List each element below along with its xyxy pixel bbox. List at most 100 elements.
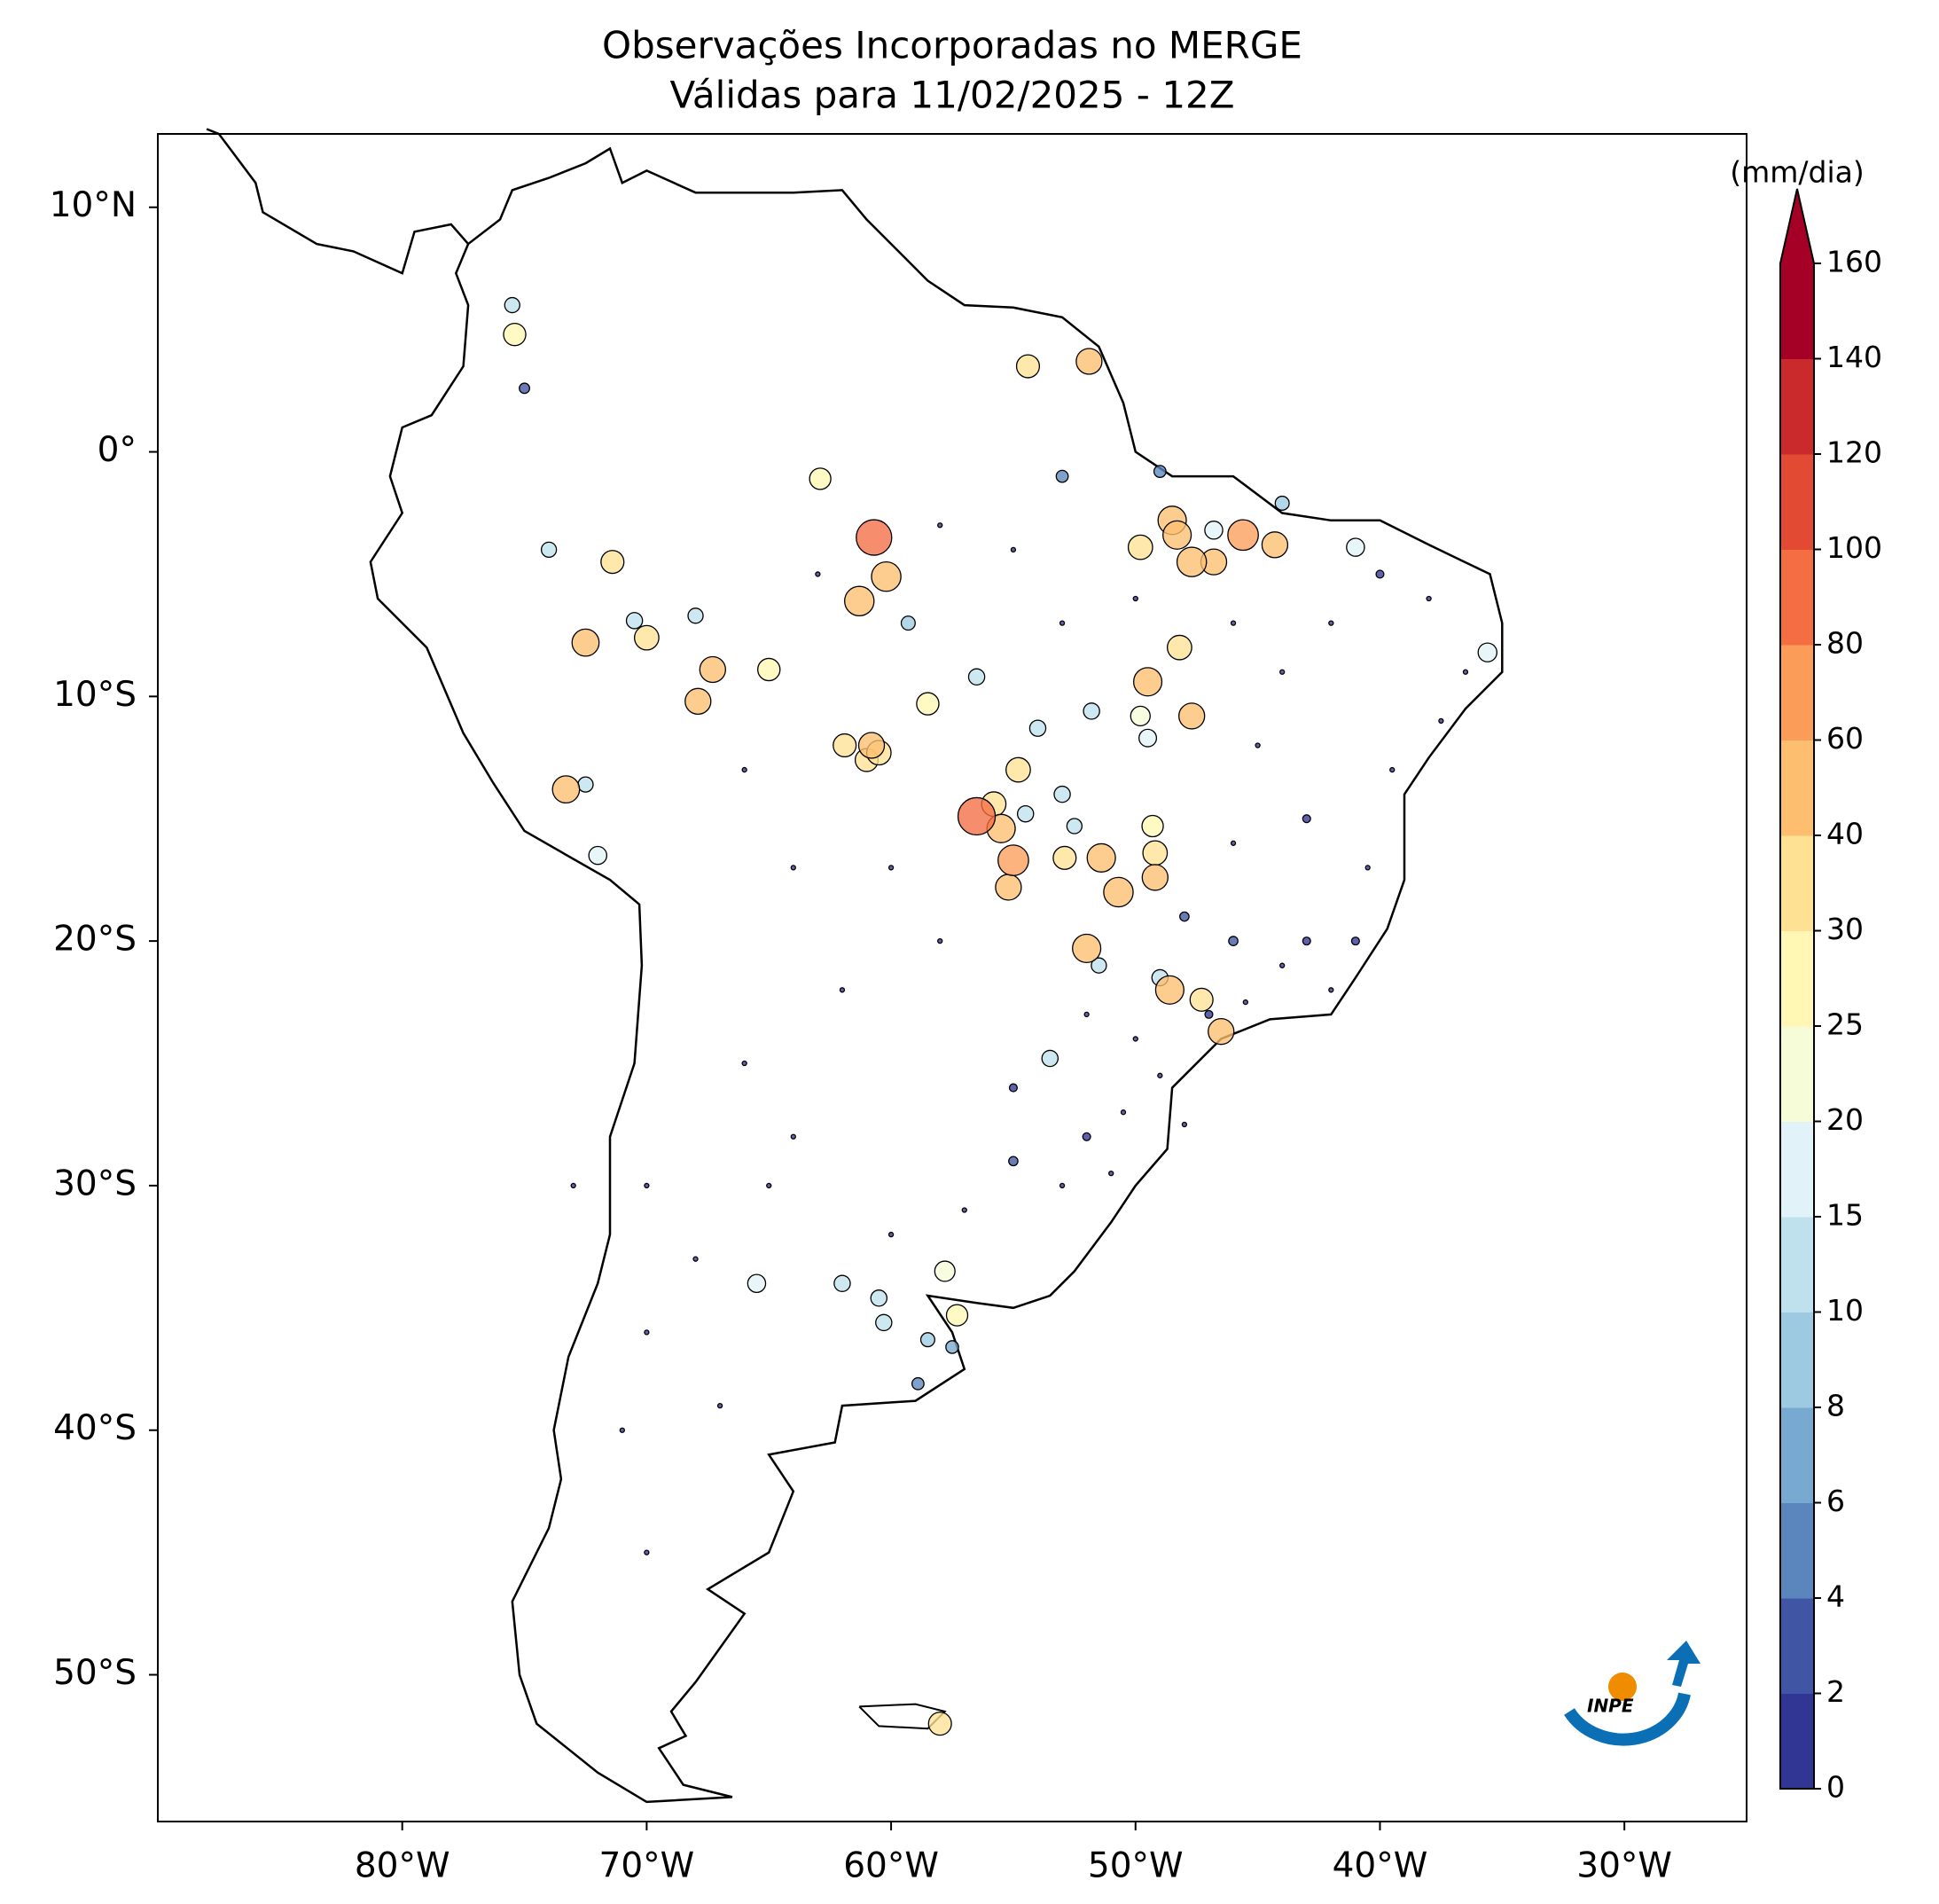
station-point: [1302, 936, 1311, 946]
station-point: [1176, 546, 1208, 577]
colorbar-tick-label: 40: [1826, 817, 1864, 851]
station-point: [1082, 1132, 1091, 1141]
station-point: [551, 775, 581, 804]
station-point: [1130, 705, 1151, 727]
station-point: [790, 1133, 796, 1140]
station-point: [741, 1060, 747, 1067]
station-point: [644, 1182, 650, 1189]
y-tick-label: 10°N: [50, 185, 137, 225]
station-point: [937, 522, 943, 529]
colorbar-tick-label: 60: [1826, 721, 1864, 756]
station-point: [1053, 785, 1071, 803]
station-point: [961, 1207, 967, 1213]
map-title: Observações Incorporadas no MERGE: [602, 24, 1302, 67]
station-point: [687, 607, 704, 624]
station-point: [588, 845, 607, 866]
station-point: [1127, 534, 1153, 560]
colorbar-segment: [1780, 263, 1814, 359]
station-point: [1066, 818, 1083, 834]
station-point: [1154, 975, 1185, 1005]
station-point: [995, 874, 1022, 901]
x-tick-label: 40°W: [1333, 1846, 1428, 1886]
coastline: [206, 128, 1504, 1804]
colorbar-tick-label: 15: [1826, 1198, 1864, 1233]
colorbar-label: (mm/dia): [1730, 155, 1865, 190]
colorbar-segment: [1780, 1026, 1814, 1122]
station-point: [871, 560, 902, 592]
station-point: [945, 1340, 959, 1354]
station-point: [1075, 348, 1103, 375]
station-point: [1157, 1072, 1163, 1078]
station-point: [919, 1332, 935, 1348]
logo-dot: [1608, 1673, 1637, 1701]
station-point: [1227, 519, 1259, 552]
station-point: [1181, 1121, 1188, 1128]
colorbar-segment: [1780, 645, 1814, 740]
station-point: [1230, 620, 1237, 626]
station-point: [619, 1427, 625, 1433]
station-point: [1132, 1036, 1138, 1042]
station-point: [1041, 1049, 1059, 1068]
inpe-logo: INPE: [1564, 1641, 1701, 1746]
station-point: [1426, 595, 1432, 602]
station-point: [887, 865, 895, 871]
x-tick-label: 80°W: [355, 1846, 450, 1886]
station-point: [1228, 936, 1239, 946]
station-point: [540, 541, 558, 559]
station-point: [790, 865, 796, 871]
colorbar-segment: [1780, 454, 1814, 550]
plot-frame: [157, 133, 1747, 1822]
station-point: [1389, 766, 1396, 773]
y-tick-label: 40°S: [53, 1408, 137, 1448]
colorbar-segment: [1780, 1121, 1814, 1218]
logo-arc: [1564, 1692, 1691, 1746]
station-point: [625, 612, 644, 630]
station-point: [1346, 537, 1365, 557]
station-point: [519, 382, 530, 395]
station-point: [833, 733, 857, 758]
station-point: [1179, 911, 1190, 922]
colorbar-tick-label: 4: [1826, 1579, 1845, 1614]
station-point: [1055, 469, 1069, 483]
colorbar-frame: [1779, 188, 1815, 1790]
colorbar-tick-label: 20: [1826, 1102, 1864, 1137]
x-tick-label: 50°W: [1088, 1846, 1184, 1886]
station-point: [644, 1549, 650, 1555]
station-point: [1103, 876, 1134, 908]
map-subtitle: Válidas para 11/02/2025 - 12Z: [669, 74, 1234, 117]
station-point: [1328, 620, 1334, 626]
station-point: [741, 766, 747, 773]
colorbar-tick-label: 6: [1826, 1484, 1845, 1518]
station-point: [967, 668, 986, 686]
station-point: [1059, 620, 1066, 626]
y-tick-label: 50°S: [53, 1653, 137, 1693]
colorbar-segment: [1780, 740, 1814, 836]
station-point: [1052, 845, 1077, 870]
station-point: [911, 1376, 925, 1391]
station-point: [839, 987, 846, 993]
station-point: [570, 1182, 576, 1189]
station-point: [1462, 669, 1469, 675]
station-point: [815, 571, 821, 577]
station-point: [503, 322, 527, 347]
station-point: [757, 657, 781, 682]
colorbar-segment: [1780, 1407, 1814, 1503]
station-point: [1016, 804, 1035, 823]
station-point: [644, 1329, 650, 1336]
colorbar-segment: [1780, 930, 1814, 1027]
station-point: [1189, 987, 1214, 1012]
colorbar-tick-label: 2: [1826, 1674, 1845, 1709]
station-point: [1120, 1109, 1127, 1116]
station-point: [1086, 842, 1116, 873]
colorbar-segment: [1780, 1312, 1814, 1408]
colorbar-segment: [1780, 1693, 1814, 1790]
station-point: [747, 1273, 767, 1293]
x-tick-label: 30°W: [1576, 1846, 1672, 1886]
station-point: [870, 1289, 888, 1307]
station-point: [1208, 1018, 1235, 1046]
station-point: [1279, 962, 1286, 968]
station-point: [692, 1256, 699, 1262]
station-point: [857, 732, 886, 759]
station-point: [945, 1304, 969, 1327]
station-point: [833, 1274, 851, 1292]
